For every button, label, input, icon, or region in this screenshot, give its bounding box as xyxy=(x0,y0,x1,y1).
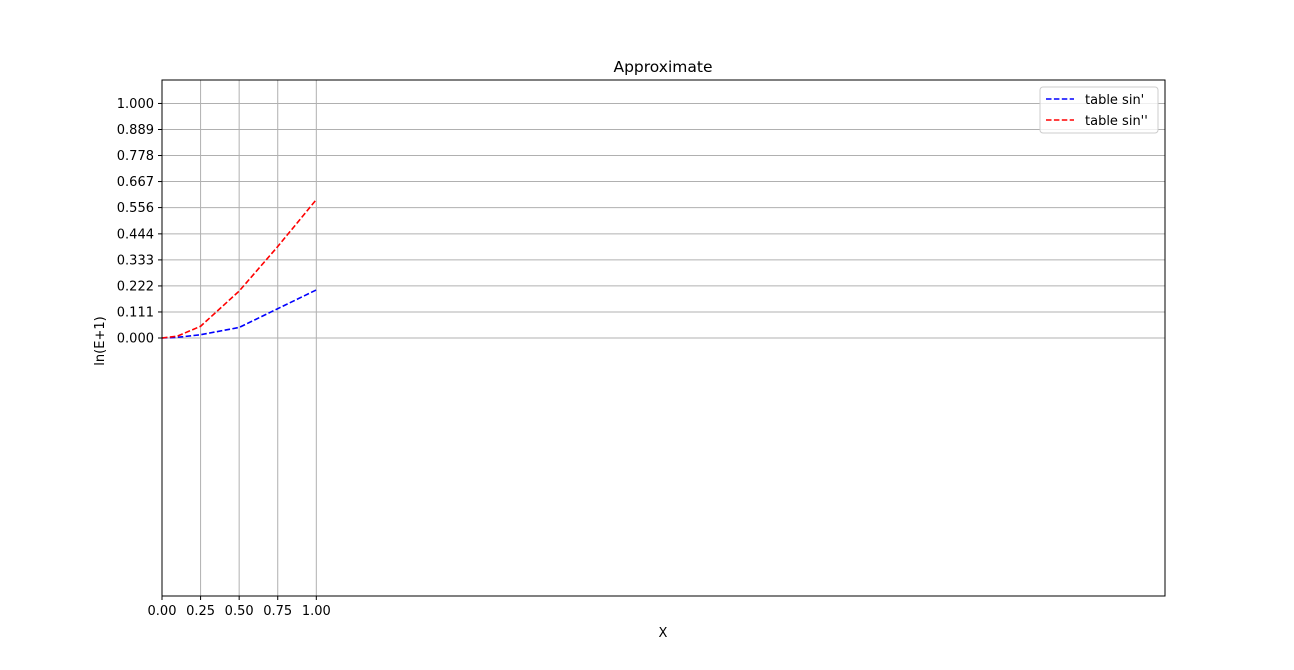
y-tick-label: 0.222 xyxy=(117,279,154,294)
y-tick-label: 0.889 xyxy=(117,123,154,138)
legend: table sin' table sin'' xyxy=(1039,86,1159,134)
series-line-0 xyxy=(161,289,317,339)
y-tick-label: 0.333 xyxy=(117,253,154,268)
legend-box xyxy=(1039,86,1159,134)
x-axis-ticks: 0.00 0.25 0.50 0.75 1.00 xyxy=(148,596,331,619)
x-axis-label: X xyxy=(659,626,668,641)
x-tick-label: 0.50 xyxy=(225,604,254,619)
series-line-1 xyxy=(161,199,317,339)
x-tick-label: 0.25 xyxy=(186,604,215,619)
y-axis-label: ln(E+1) xyxy=(93,316,108,365)
grid-lines xyxy=(161,80,1165,596)
y-tick-label: 0.444 xyxy=(117,227,154,242)
series-lines xyxy=(161,199,317,339)
legend-label-table-sin-double-prime: table sin'' xyxy=(1085,114,1148,129)
chart-title: Approximate xyxy=(613,58,712,76)
y-tick-label: 0.667 xyxy=(117,175,154,190)
x-tick-label: 0.75 xyxy=(263,604,292,619)
x-tick-label: 1.00 xyxy=(302,604,331,619)
y-tick-label: 0.000 xyxy=(117,332,154,347)
y-axis-ticks: 0.000 0.111 0.222 0.333 0.444 0.556 0.667 0.778… xyxy=(117,97,162,347)
y-tick-label: 1.000 xyxy=(117,97,154,112)
y-tick-label: 0.778 xyxy=(117,149,154,164)
y-tick-label: 0.556 xyxy=(117,201,154,216)
x-tick-label: 0.00 xyxy=(148,604,177,619)
legend-label-table-sin-prime: table sin' xyxy=(1085,93,1144,108)
y-tick-label: 0.111 xyxy=(117,305,154,320)
